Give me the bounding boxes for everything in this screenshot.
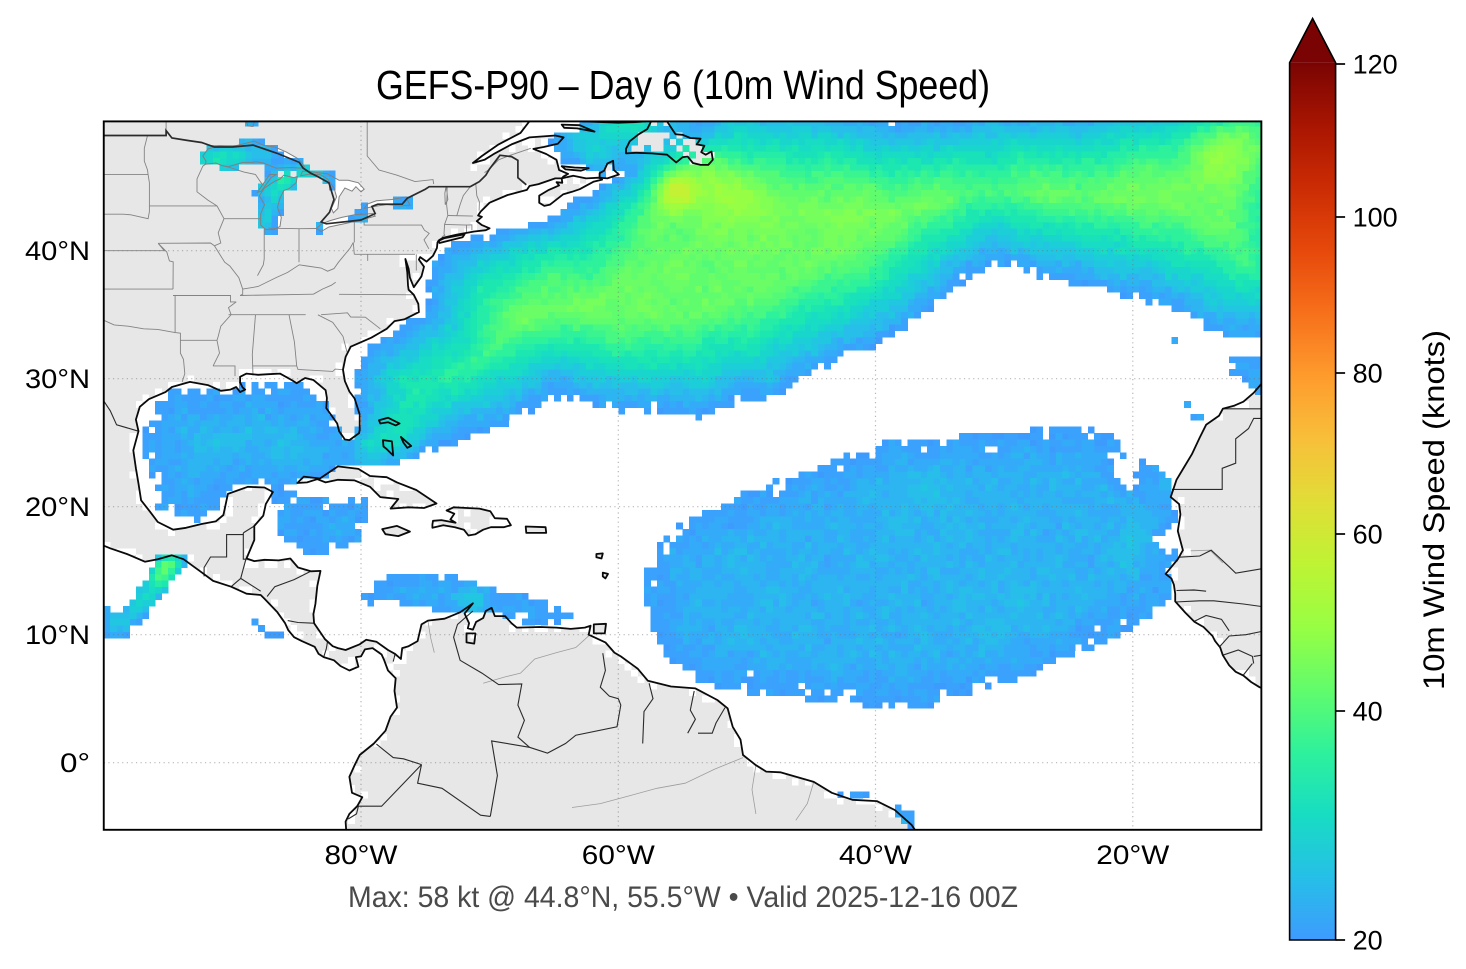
- svg-text:100: 100: [1353, 203, 1398, 233]
- svg-text:80: 80: [1353, 359, 1383, 389]
- svg-text:Max: 58 kt @ 44.8°N, 55.5°W •: Max: 58 kt @ 44.8°N, 55.5°W • Valid 2025…: [348, 881, 1018, 914]
- svg-text:40°W: 40°W: [839, 840, 913, 870]
- svg-text:GEFS-P90 – Day 6 (10m Wind Spe: GEFS-P90 – Day 6 (10m Wind Speed): [376, 62, 990, 108]
- svg-text:40: 40: [1353, 697, 1383, 727]
- svg-text:10m Wind Speed (knots): 10m Wind Speed (knots): [1418, 330, 1451, 690]
- svg-text:0°: 0°: [60, 748, 90, 778]
- svg-text:20°N: 20°N: [25, 492, 90, 522]
- svg-text:10°N: 10°N: [25, 620, 90, 650]
- svg-text:80°W: 80°W: [325, 840, 399, 870]
- svg-text:120: 120: [1353, 50, 1398, 80]
- svg-text:40°N: 40°N: [25, 236, 90, 266]
- svg-text:60: 60: [1353, 520, 1383, 550]
- svg-text:30°N: 30°N: [25, 364, 90, 394]
- svg-text:20°W: 20°W: [1096, 840, 1170, 870]
- svg-text:60°W: 60°W: [582, 840, 656, 870]
- svg-text:20: 20: [1353, 926, 1383, 956]
